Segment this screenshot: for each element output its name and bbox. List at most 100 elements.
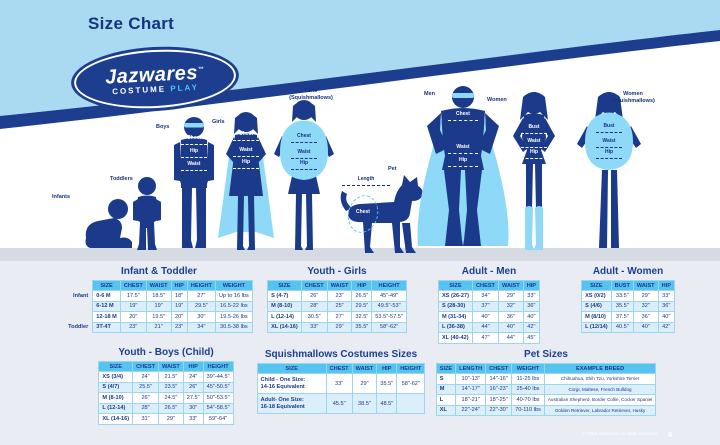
- table-row: XS (3/4) 24" 21.5" 24" 39"-44.5": [98, 371, 234, 383]
- boy-waist-measure: Waist: [181, 161, 207, 171]
- measure-arrow: [181, 154, 207, 158]
- column-header: HEIGHT: [371, 279, 407, 292]
- column-header: CHEST: [485, 362, 513, 375]
- measure-arrow: [596, 129, 622, 133]
- table-cell: 18"-21": [455, 394, 487, 406]
- table-cell: 35.5": [376, 373, 398, 395]
- table-cell: 36": [522, 300, 541, 313]
- column-header: HIP: [522, 279, 541, 292]
- table-cell: 37.5": [610, 311, 634, 323]
- column-header: WAIST: [158, 360, 184, 373]
- table-cell: 38.5": [351, 393, 378, 415]
- table-cell: Chihuahua, Shih Tzu, Yorkshire Terrier: [543, 373, 657, 385]
- table-cell: Australian Shepherd, Border Collie, Cock…: [543, 394, 657, 406]
- column-header: HEIGHT: [186, 279, 216, 292]
- table-cell: 45"-49": [371, 290, 407, 302]
- table-cell: XL (14-16): [98, 413, 134, 425]
- table-row: M (8-10) 28" 25" 29.5" 49.5"-53": [267, 300, 407, 313]
- table-cell: 22"-24": [455, 404, 487, 417]
- column-header: WAIST: [632, 279, 659, 292]
- table-cell: S (4-7): [267, 290, 302, 302]
- table-cell: 42": [522, 321, 541, 334]
- table-row: L (12-14) 30.5" 27" 32.5" 53.5"-57.5": [267, 311, 407, 323]
- man-silhouette: Chest Waist Hip: [416, 84, 510, 254]
- table-cell: 47": [472, 332, 499, 344]
- measure-arrow: [233, 165, 259, 169]
- table-row: Infant 0-6 M 17.5" 18.5" 18" 27" Up to 16 lbs: [65, 290, 253, 302]
- table-cell: 23": [326, 290, 353, 302]
- measure-arrow: [291, 139, 317, 143]
- measure-arrow: [521, 130, 547, 134]
- table-row: S (4/7) 25.5" 23.5" 26" 45"-50.5": [98, 381, 234, 394]
- man-hip-measure: Hip: [448, 157, 478, 167]
- table-cell: L (36-38): [437, 321, 474, 334]
- infant-toddler-table-block: Infant & Toddler SIZE CHEST WAIST HIP HEIGHT…: [58, 266, 260, 334]
- column-header: SIZE: [581, 279, 612, 292]
- table-cell: 34": [472, 290, 499, 302]
- adult-men-table: SIZE CHEST WAIST HIP XS (26-27) 34" 29" 33" S (2…: [437, 279, 541, 344]
- table-cell: 14"-17": [455, 383, 487, 396]
- table-cell: Child - One Size: 14-16 Equivalent: [256, 373, 327, 395]
- table-cell: 28": [132, 402, 160, 415]
- squishmallows-title: Squishmallows Costumes Sizes: [264, 349, 418, 360]
- table-cell: 29": [326, 321, 353, 334]
- infant-toddler-table: SIZE CHEST WAIST HIP HEIGHT WEIGHT Infant 0-6 M…: [65, 279, 253, 334]
- infant-graphic: [85, 199, 132, 248]
- measure-arrow: [342, 182, 390, 186]
- column-header: SIZE: [256, 362, 327, 375]
- copyright-text: © 2023 Jazwares. All rights reserved.: [582, 431, 658, 436]
- table-row: 12-18 M 20" 19.5" 20" 30" 19.5-26 lbs: [65, 311, 253, 323]
- table-cell: 23": [170, 321, 188, 334]
- girls-squishmallows-label: Girls (Squishmallows): [289, 88, 333, 101]
- table-cell: 3T-4T: [92, 321, 121, 334]
- measure-arrow: [181, 167, 207, 171]
- table-cell: 24": [132, 371, 160, 383]
- column-header: CHEST: [472, 279, 499, 292]
- table-cell: 18": [170, 290, 188, 302]
- column-header: SIZE: [92, 279, 121, 292]
- table-cell: Up to 16 lbs: [214, 290, 253, 302]
- table-cell: 44": [497, 332, 524, 344]
- table-cell: XL: [435, 404, 457, 417]
- table-cell: 37": [472, 300, 499, 313]
- table-cell: 32": [632, 300, 659, 313]
- table-cell: 25-40 lbs: [511, 383, 545, 396]
- table-row: L (12-14) 28" 26.5" 30" 54"-58.5": [98, 402, 234, 415]
- table-cell: 24": [182, 371, 204, 383]
- girl-graphic: [218, 112, 274, 250]
- infant-toddler-title: Infant & Toddler: [121, 266, 197, 277]
- woman-waist-measure: Waist: [521, 138, 547, 148]
- table-cell: Toddler: [68, 324, 89, 331]
- adult-women-table-block: Adult - Women SIZE BUST WAIST HIP XS (0/2) 33…: [562, 266, 694, 334]
- table-cell: 21": [145, 321, 172, 334]
- table-cell: 21.5": [158, 371, 184, 383]
- table-cell: M (8/10): [581, 311, 612, 323]
- girl-hip-measure: Hip: [233, 159, 259, 169]
- table-cell: 70-110 lbs: [511, 404, 545, 417]
- table-row: L (36-38) 44" 40" 42": [437, 321, 541, 334]
- girl-chest-measure: Chest: [233, 131, 259, 141]
- table-cell: 26": [132, 392, 160, 404]
- column-header: HIP: [182, 360, 204, 373]
- table-cell: 10"-13": [455, 373, 487, 385]
- table-cell: 36": [632, 311, 659, 323]
- column-header: WAIST: [326, 279, 353, 292]
- column-header: HEIGHT: [396, 362, 426, 375]
- boy-silhouette: Chest Hip Waist: [168, 116, 220, 254]
- youth-girls-table-block: Youth - Girls SIZE CHEST WAIST HIP HEIGHT S (…: [258, 266, 416, 334]
- table-cell: L (12-14): [98, 402, 134, 415]
- boy-graphic: [174, 117, 214, 248]
- table-cell: 23": [119, 321, 147, 334]
- table-cell: 45.5": [325, 393, 353, 415]
- column-header: HIP: [351, 279, 373, 292]
- table-cell: 6-12 M: [92, 300, 121, 313]
- table-cell: Golden Retriever, Labrador Retriever, Hu…: [543, 404, 657, 417]
- table-cell: M (8-10): [98, 392, 134, 404]
- table-cell: XS (3/4): [98, 371, 134, 383]
- adult-women-title: Adult - Women: [592, 266, 664, 277]
- table-cell: Infant: [73, 292, 89, 299]
- column-header: SIZE: [267, 279, 302, 292]
- pet-graphic: [340, 175, 423, 253]
- table-cell: XS (26-27): [437, 290, 474, 302]
